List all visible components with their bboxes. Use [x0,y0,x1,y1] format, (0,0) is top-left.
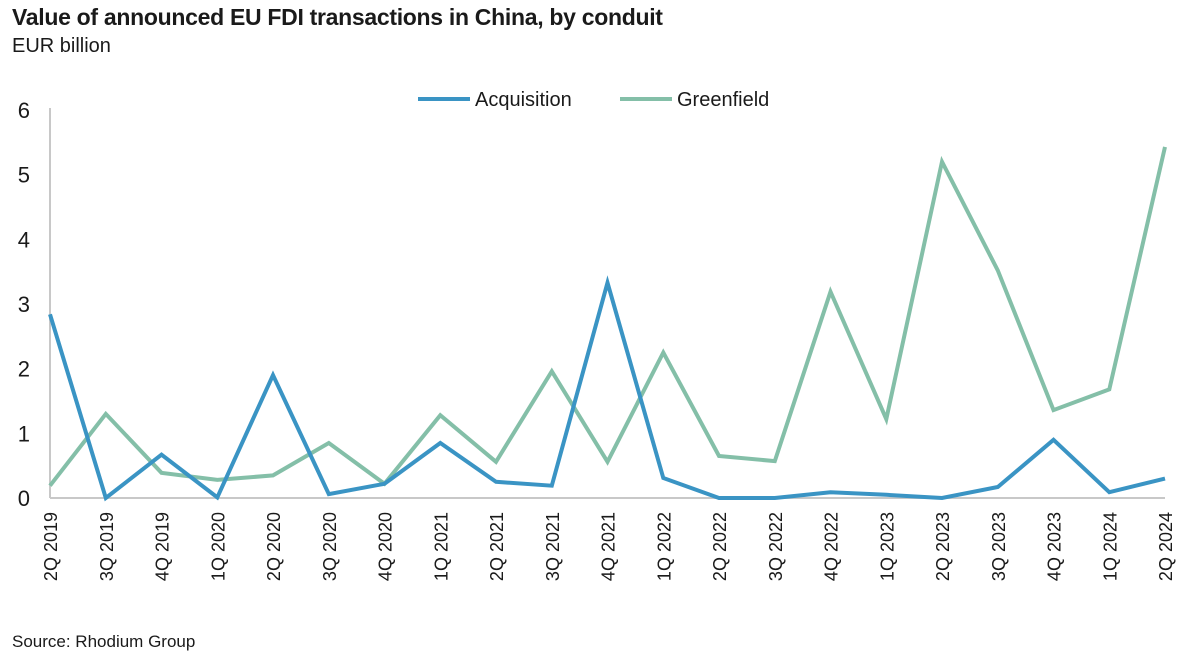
x-tick-label: 3Q 2019 [97,512,117,581]
series-line-greenfield [48,146,1167,487]
x-tick-label: 4Q 2022 [822,512,842,581]
x-tick-label: 2Q 2021 [487,512,507,581]
x-tick-label: 1Q 2023 [877,512,897,581]
x-tick-label: 3Q 2020 [320,512,340,581]
x-tick-label: 4Q 2021 [599,512,619,581]
legend-label-acquisition: Acquisition [475,89,572,111]
source-note: Source: Rhodium Group [12,632,196,651]
legend-label-greenfield: Greenfield [677,89,769,111]
y-tick-label: 0 [18,486,30,511]
x-tick-label: 3Q 2022 [766,512,786,581]
chart-subtitle: EUR billion [12,35,111,57]
y-tick-label: 3 [18,292,30,317]
x-tick-label: 4Q 2019 [153,512,173,581]
y-tick-label: 1 [18,421,30,446]
x-tick-label: 2Q 2019 [41,512,61,581]
series-line-acquisition [48,275,1166,502]
x-tick-label: 1Q 2024 [1100,512,1120,581]
y-tick-label: 5 [18,163,30,188]
x-tick-label: 1Q 2022 [654,512,674,581]
y-tick-label: 2 [18,357,30,382]
x-tick-label: 1Q 2020 [208,512,228,581]
y-tick-label: 4 [18,227,30,252]
x-tick-label: 2Q 2022 [710,512,730,581]
x-tick-label: 1Q 2021 [431,512,451,581]
x-tick-label: 2Q 2023 [933,512,953,581]
x-tick-label: 4Q 2023 [1045,512,1065,581]
chart-title: Value of announced EU FDI transactions i… [12,4,663,30]
x-tick-label: 4Q 2020 [376,512,396,581]
x-tick-label: 3Q 2023 [989,512,1009,581]
y-tick-label: 6 [18,98,30,123]
x-tick-label: 2Q 2020 [264,512,284,581]
x-tick-label: 2Q 2024 [1156,512,1176,581]
x-tick-label: 3Q 2021 [543,512,563,581]
